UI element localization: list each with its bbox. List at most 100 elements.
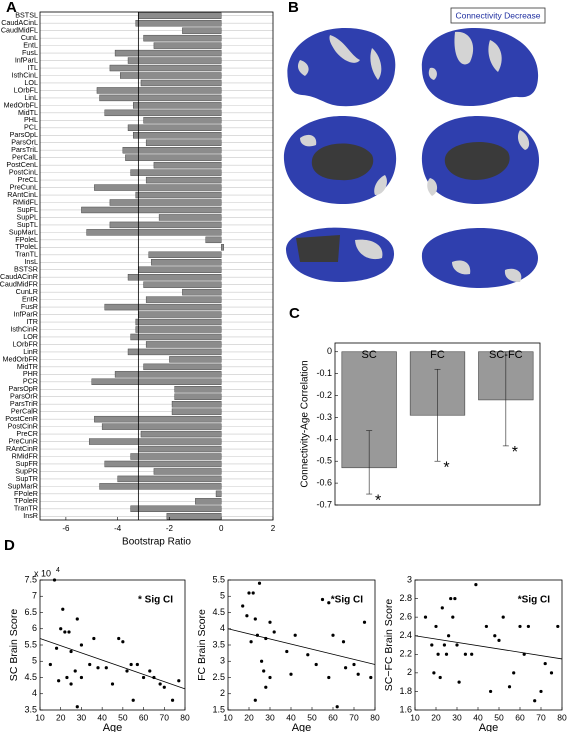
bar	[174, 393, 222, 400]
point	[438, 675, 442, 680]
bar	[88, 438, 222, 445]
brain	[421, 28, 539, 106]
significance-star: *	[443, 459, 449, 476]
bar	[182, 288, 222, 296]
y-tick-label: ParsTriR	[10, 399, 38, 408]
y-tick-label: 2.5	[212, 672, 225, 682]
y-tick-label: 2.8	[399, 593, 412, 603]
x-tick-label: 20	[244, 712, 254, 722]
bar	[148, 251, 222, 258]
point	[335, 705, 339, 709]
y-tick-label: 3	[407, 574, 412, 584]
point	[148, 669, 152, 673]
bar	[153, 42, 222, 49]
y-tick-label: LOL	[24, 78, 38, 87]
point	[117, 636, 121, 641]
brain-region	[428, 31, 502, 80]
y-tick-label: LinL	[24, 93, 38, 102]
y-tick-label: 2	[220, 688, 225, 698]
y-tick-label: 3	[220, 656, 225, 666]
annotation: * Sig CI	[138, 595, 173, 606]
point	[533, 699, 537, 703]
bar	[143, 281, 222, 288]
point	[65, 675, 69, 680]
y-tick-label: TPoleL	[15, 242, 38, 251]
y-tick-label: ITR	[26, 317, 38, 326]
point	[306, 653, 310, 657]
fit-line	[39, 638, 186, 690]
y-tick-label: ParsOrR	[10, 392, 38, 401]
y-tick-label: -0.5	[316, 456, 332, 466]
point	[88, 662, 92, 667]
bar	[127, 124, 222, 131]
bar	[182, 27, 222, 34]
brain-region	[311, 143, 374, 181]
y-tick-label: RAntCinL	[7, 190, 38, 199]
y-tick-label: SupTL	[17, 220, 38, 229]
bar	[135, 191, 222, 199]
y-tick-label: 1.8	[399, 686, 412, 696]
point	[59, 627, 63, 631]
point	[121, 640, 125, 644]
bar	[117, 475, 222, 483]
x-tick-label: 0	[219, 524, 224, 533]
bar	[140, 79, 222, 87]
y-tick-label: MidTL	[18, 108, 38, 117]
y-tick-label: PCL	[24, 123, 38, 132]
point	[158, 682, 162, 686]
y-tick-label: CaudMidFR	[0, 280, 38, 289]
bar	[130, 333, 222, 341]
bar	[122, 147, 222, 154]
category-label: SC-FC	[489, 349, 523, 361]
bar	[145, 296, 222, 303]
bar	[127, 274, 222, 281]
point	[135, 662, 139, 667]
point	[268, 675, 272, 680]
y-tick-label: SupPL	[16, 212, 38, 221]
y-tick-label: PerCalR	[11, 407, 38, 416]
y-tick-label: 3.5	[24, 704, 37, 714]
x-tick-label: -6	[62, 524, 70, 533]
point	[69, 649, 73, 654]
y-tick-label: ParsTriL	[11, 145, 38, 154]
point	[61, 607, 65, 611]
point	[507, 685, 512, 689]
point	[341, 640, 346, 644]
bar	[151, 259, 222, 266]
y-tick-label: PHL	[24, 115, 38, 124]
y-tick-label: FusR	[21, 302, 38, 311]
point	[432, 671, 436, 675]
point	[92, 636, 96, 641]
y-tick-label: 2.6	[399, 612, 412, 622]
point	[463, 652, 467, 656]
point	[249, 640, 253, 644]
point	[518, 624, 522, 629]
bar	[130, 505, 222, 512]
point	[449, 596, 453, 601]
y-tick-label: InsL	[24, 257, 38, 266]
bar	[158, 214, 222, 221]
y-tick-label: 4.5	[212, 607, 225, 617]
x-tick-label: 80	[557, 712, 567, 722]
y-tick-label: -0.1	[316, 368, 332, 378]
bar	[86, 229, 222, 236]
y-tick-label: RMidFR	[12, 451, 38, 460]
y-tick-label: PCR	[23, 377, 38, 386]
x-tick-label: 10	[35, 712, 45, 722]
bar	[174, 386, 222, 393]
bar	[145, 341, 222, 348]
point	[493, 634, 497, 638]
y-tick-label: MedOrbFL	[4, 100, 38, 109]
x-axis-label: Bootstrap Ratio	[122, 537, 191, 548]
y-tick-label: -0.6	[316, 477, 332, 487]
y-tick-label: -0.4	[316, 434, 332, 444]
fit-line	[227, 628, 376, 665]
x-tick-label: 80	[180, 712, 190, 722]
point	[453, 596, 457, 601]
x-tick-label: 40	[97, 712, 107, 722]
point	[245, 614, 249, 618]
panel-label: B	[288, 0, 299, 16]
brain-region	[427, 130, 530, 196]
y-tick-label: 4.5	[24, 672, 37, 682]
legend-box	[450, 7, 546, 24]
